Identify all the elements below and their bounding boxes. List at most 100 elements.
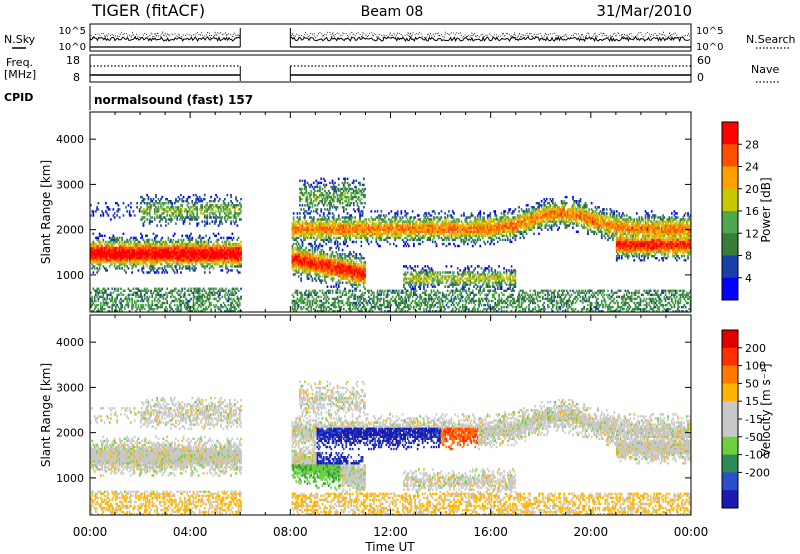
power-cell [310, 255, 313, 258]
power-cell [157, 253, 160, 256]
power-cell [296, 253, 299, 256]
power-cell [181, 198, 184, 201]
power-cell [307, 253, 310, 256]
power-cell [305, 210, 308, 213]
power-cell [150, 208, 152, 211]
power-cell [127, 250, 130, 254]
power-cell [310, 275, 313, 278]
power-cell [208, 204, 211, 207]
power-cell [147, 250, 150, 254]
power-cell [231, 263, 234, 266]
power-cell [299, 261, 301, 264]
power-cell [240, 257, 242, 260]
power-cell [155, 293, 157, 297]
power-cell [151, 301, 154, 305]
power-cell [92, 265, 95, 268]
power-cell [350, 202, 353, 205]
power-cell [163, 271, 166, 274]
power-cell [195, 287, 197, 290]
power-cell [202, 303, 205, 307]
power-cell [146, 214, 148, 217]
power-cell [151, 295, 154, 299]
power-cell [190, 255, 192, 258]
power-cell [102, 301, 105, 305]
power-cell [196, 210, 199, 213]
power-cell [299, 228, 301, 231]
power-cell [291, 232, 294, 235]
power-cell [212, 259, 215, 262]
power-cell [206, 293, 209, 297]
power-cell [291, 226, 294, 229]
power-cell [178, 246, 181, 250]
power-cell [131, 299, 133, 303]
power-cell [145, 255, 147, 258]
power-cell [166, 255, 169, 258]
power-cell [321, 198, 324, 201]
power-cell [106, 269, 108, 272]
power-cell [93, 250, 96, 254]
power-cell [191, 259, 194, 262]
power-cell [226, 246, 229, 250]
power-cell [135, 246, 137, 250]
power-cell [229, 212, 231, 215]
power-cell [133, 240, 136, 244]
power-cell [167, 210, 170, 213]
power-cell [167, 265, 170, 268]
power-cell [116, 202, 118, 205]
power-cell [203, 307, 206, 311]
power-cell [202, 248, 205, 252]
power-cell [232, 220, 235, 223]
power-cell [148, 255, 151, 258]
power-cell [299, 263, 301, 266]
power-cell [107, 259, 110, 262]
power-cell [152, 240, 155, 244]
freq-label-2: [MHz] [4, 68, 36, 81]
power-cell [108, 310, 111, 313]
power-cell [130, 236, 132, 240]
power-cell [299, 198, 301, 201]
power-cell [299, 224, 301, 227]
power-cell [196, 253, 199, 256]
power-cell [195, 291, 197, 294]
power-cell [216, 253, 219, 256]
power-cell [232, 204, 235, 207]
power-cell [201, 301, 204, 305]
power-cell [311, 232, 314, 235]
power-cell [103, 297, 106, 301]
power-cell [208, 250, 211, 254]
power-cell [196, 287, 199, 290]
power-cell [173, 295, 176, 299]
power-cell [237, 259, 240, 262]
power-cell [150, 259, 152, 262]
power-cell [102, 255, 105, 258]
power-cell [188, 259, 191, 262]
power-cell [301, 191, 304, 195]
power-cell [309, 222, 311, 225]
power-cell [329, 212, 331, 215]
power-cell [231, 259, 234, 262]
power-cell [100, 248, 102, 252]
power-cell [296, 236, 299, 240]
power-cell [307, 191, 310, 195]
power-cell [214, 287, 216, 290]
power-cell [91, 299, 93, 303]
power-cell [183, 244, 186, 248]
power-cell [150, 246, 152, 250]
power-cell [200, 248, 202, 252]
power-cell [312, 236, 315, 240]
power-cell [118, 240, 121, 244]
power-cell [341, 198, 344, 201]
power-cell [300, 253, 302, 256]
power-cell [118, 263, 121, 266]
power-cell [190, 206, 192, 209]
power-cell [207, 263, 210, 266]
power-cell [173, 287, 176, 290]
power-cell [291, 230, 294, 233]
power-cell [304, 222, 306, 225]
power-cell [197, 198, 200, 201]
power-cell [214, 263, 216, 266]
power-cell [321, 279, 324, 282]
power-cell [188, 257, 191, 260]
power-cell [158, 305, 161, 309]
power-cell [330, 246, 333, 250]
